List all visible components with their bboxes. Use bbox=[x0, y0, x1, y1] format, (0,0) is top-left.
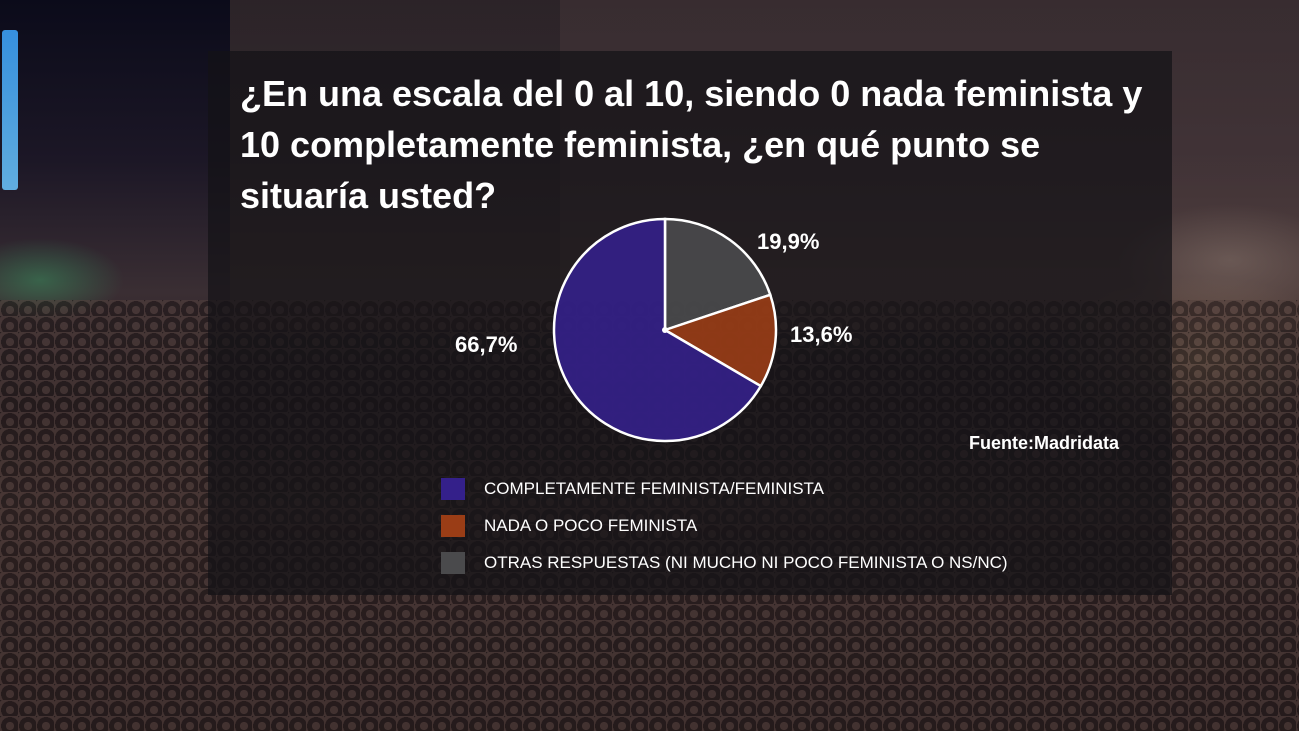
pie-svg bbox=[552, 217, 778, 443]
slice-label-otras: 19,9% bbox=[757, 229, 820, 254]
legend-item-feminista: COMPLETAMENTE FEMINISTA/FEMINISTA bbox=[441, 477, 1008, 501]
legend: COMPLETAMENTE FEMINISTA/FEMINISTA NADA O… bbox=[441, 477, 1008, 588]
legend-item-nada-poco: NADA O POCO FEMINISTA bbox=[441, 514, 1008, 538]
legend-swatch bbox=[441, 478, 465, 500]
slice-feminista bbox=[552, 217, 763, 443]
chart-title: ¿En una escala del 0 al 10, siendo 0 nad… bbox=[240, 73, 1143, 216]
legend-label: COMPLETAMENTE FEMINISTA/FEMINISTA bbox=[484, 479, 825, 498]
legend-swatch bbox=[441, 552, 465, 574]
legend-label: NADA O POCO FEMINISTA bbox=[484, 516, 698, 535]
slice-otras bbox=[663, 217, 772, 332]
slice-label-feminista: 66,7% bbox=[455, 332, 518, 357]
pie-center-dot bbox=[662, 327, 668, 333]
legend-label: OTRAS RESPUESTAS (NI MUCHO NI POCO FEMIN… bbox=[484, 553, 1008, 572]
pie-chart bbox=[540, 210, 790, 460]
source-label: Fuente:Madridata bbox=[969, 433, 1120, 453]
neon-sign bbox=[2, 30, 18, 190]
slice-label-nada-poco: 13,6% bbox=[790, 322, 853, 347]
legend-swatch bbox=[441, 515, 465, 537]
slice-nada-poco bbox=[661, 293, 778, 388]
legend-item-otras: OTRAS RESPUESTAS (NI MUCHO NI POCO FEMIN… bbox=[441, 551, 1008, 575]
